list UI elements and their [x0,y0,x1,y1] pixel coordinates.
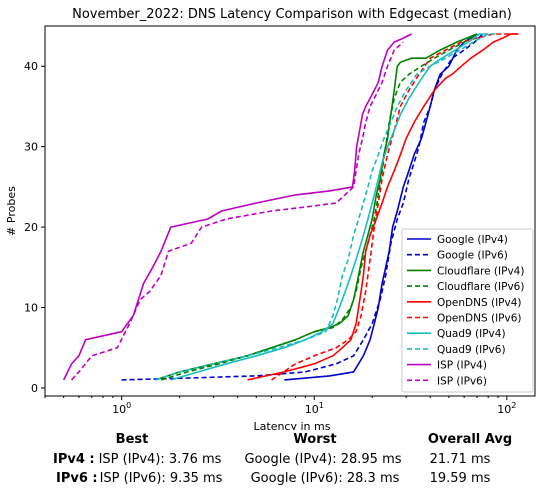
stats-ipv6-worst: Google (IPv6): 28.3 ms [250,471,400,486]
x-tick-label: 101 [305,401,324,416]
x-tick-label: 102 [497,401,516,416]
series-line-google-ipv4 [284,33,478,381]
series-lines [62,33,519,381]
legend-label: Google (IPv6) [437,250,508,262]
legend-label: Cloudflare (IPv6) [437,281,524,293]
y-tick-label: 30 [24,141,38,154]
legend: Google (IPv4) Google (IPv6) Cloudflare (IP… [401,228,534,393]
y-tick-label: 20 [24,221,38,234]
legend-label: ISP (IPv6) [437,375,487,387]
legend-label: Quad9 (IPv4) [437,328,506,340]
y-tick-label: 40 [24,60,38,73]
stats-header-avg: Overall Avg [427,432,513,447]
x-axis-label: Latency in ms [254,420,331,430]
legend-label: Cloudflare (IPv4) [437,265,524,277]
legend-label: Google (IPv4) [437,234,508,246]
y-axis-label: # Probes [5,186,18,236]
stats-ipv6-best: ISP (IPv6): 9.35 ms [99,471,223,486]
stats-header-worst: Worst [293,432,337,447]
chart-title: November_2022: DNS Latency Comparison wi… [72,7,512,22]
x-tick-label: 100 [112,401,131,416]
stats-ipv4-best: ISP (IPv4): 3.76 ms [98,452,222,467]
legend-box [401,228,534,393]
series-line-opendns-ipv4 [247,33,519,381]
legend-label: OpenDNS (IPv4) [437,297,522,309]
stats-row-label-ipv6: IPv6 : [56,471,98,486]
legend-label: Quad9 (IPv6) [437,344,506,356]
series-line-quad9-ipv6 [155,33,500,381]
stats-ipv4-avg: 21.71 ms [429,452,491,467]
series-line-cloudflare-ipv4 [155,33,478,381]
y-axis: 0 10 20 30 40 [24,60,45,395]
y-tick-label: 0 [31,382,38,395]
stats-ipv4-worst: Google (IPv4): 28.95 ms [244,452,402,467]
series-line-isp-ipv4 [62,33,412,381]
y-tick-label: 10 [24,302,38,315]
x-axis: 100 101 102 [44,396,516,416]
plot-area [44,25,536,397]
legend-label: ISP (IPv4) [437,360,487,372]
stats-header-best: Best [115,432,149,447]
legend-label: OpenDNS (IPv6) [437,313,522,325]
stats-ipv6-avg: 19.59 ms [429,471,491,486]
series-line-opendns-ipv6 [271,33,519,381]
latency-chart: November_2022: DNS Latency Comparison wi… [5,7,536,430]
stats-row-label-ipv4: IPv4 : [53,452,95,467]
series-line-google-ipv6 [121,33,484,381]
